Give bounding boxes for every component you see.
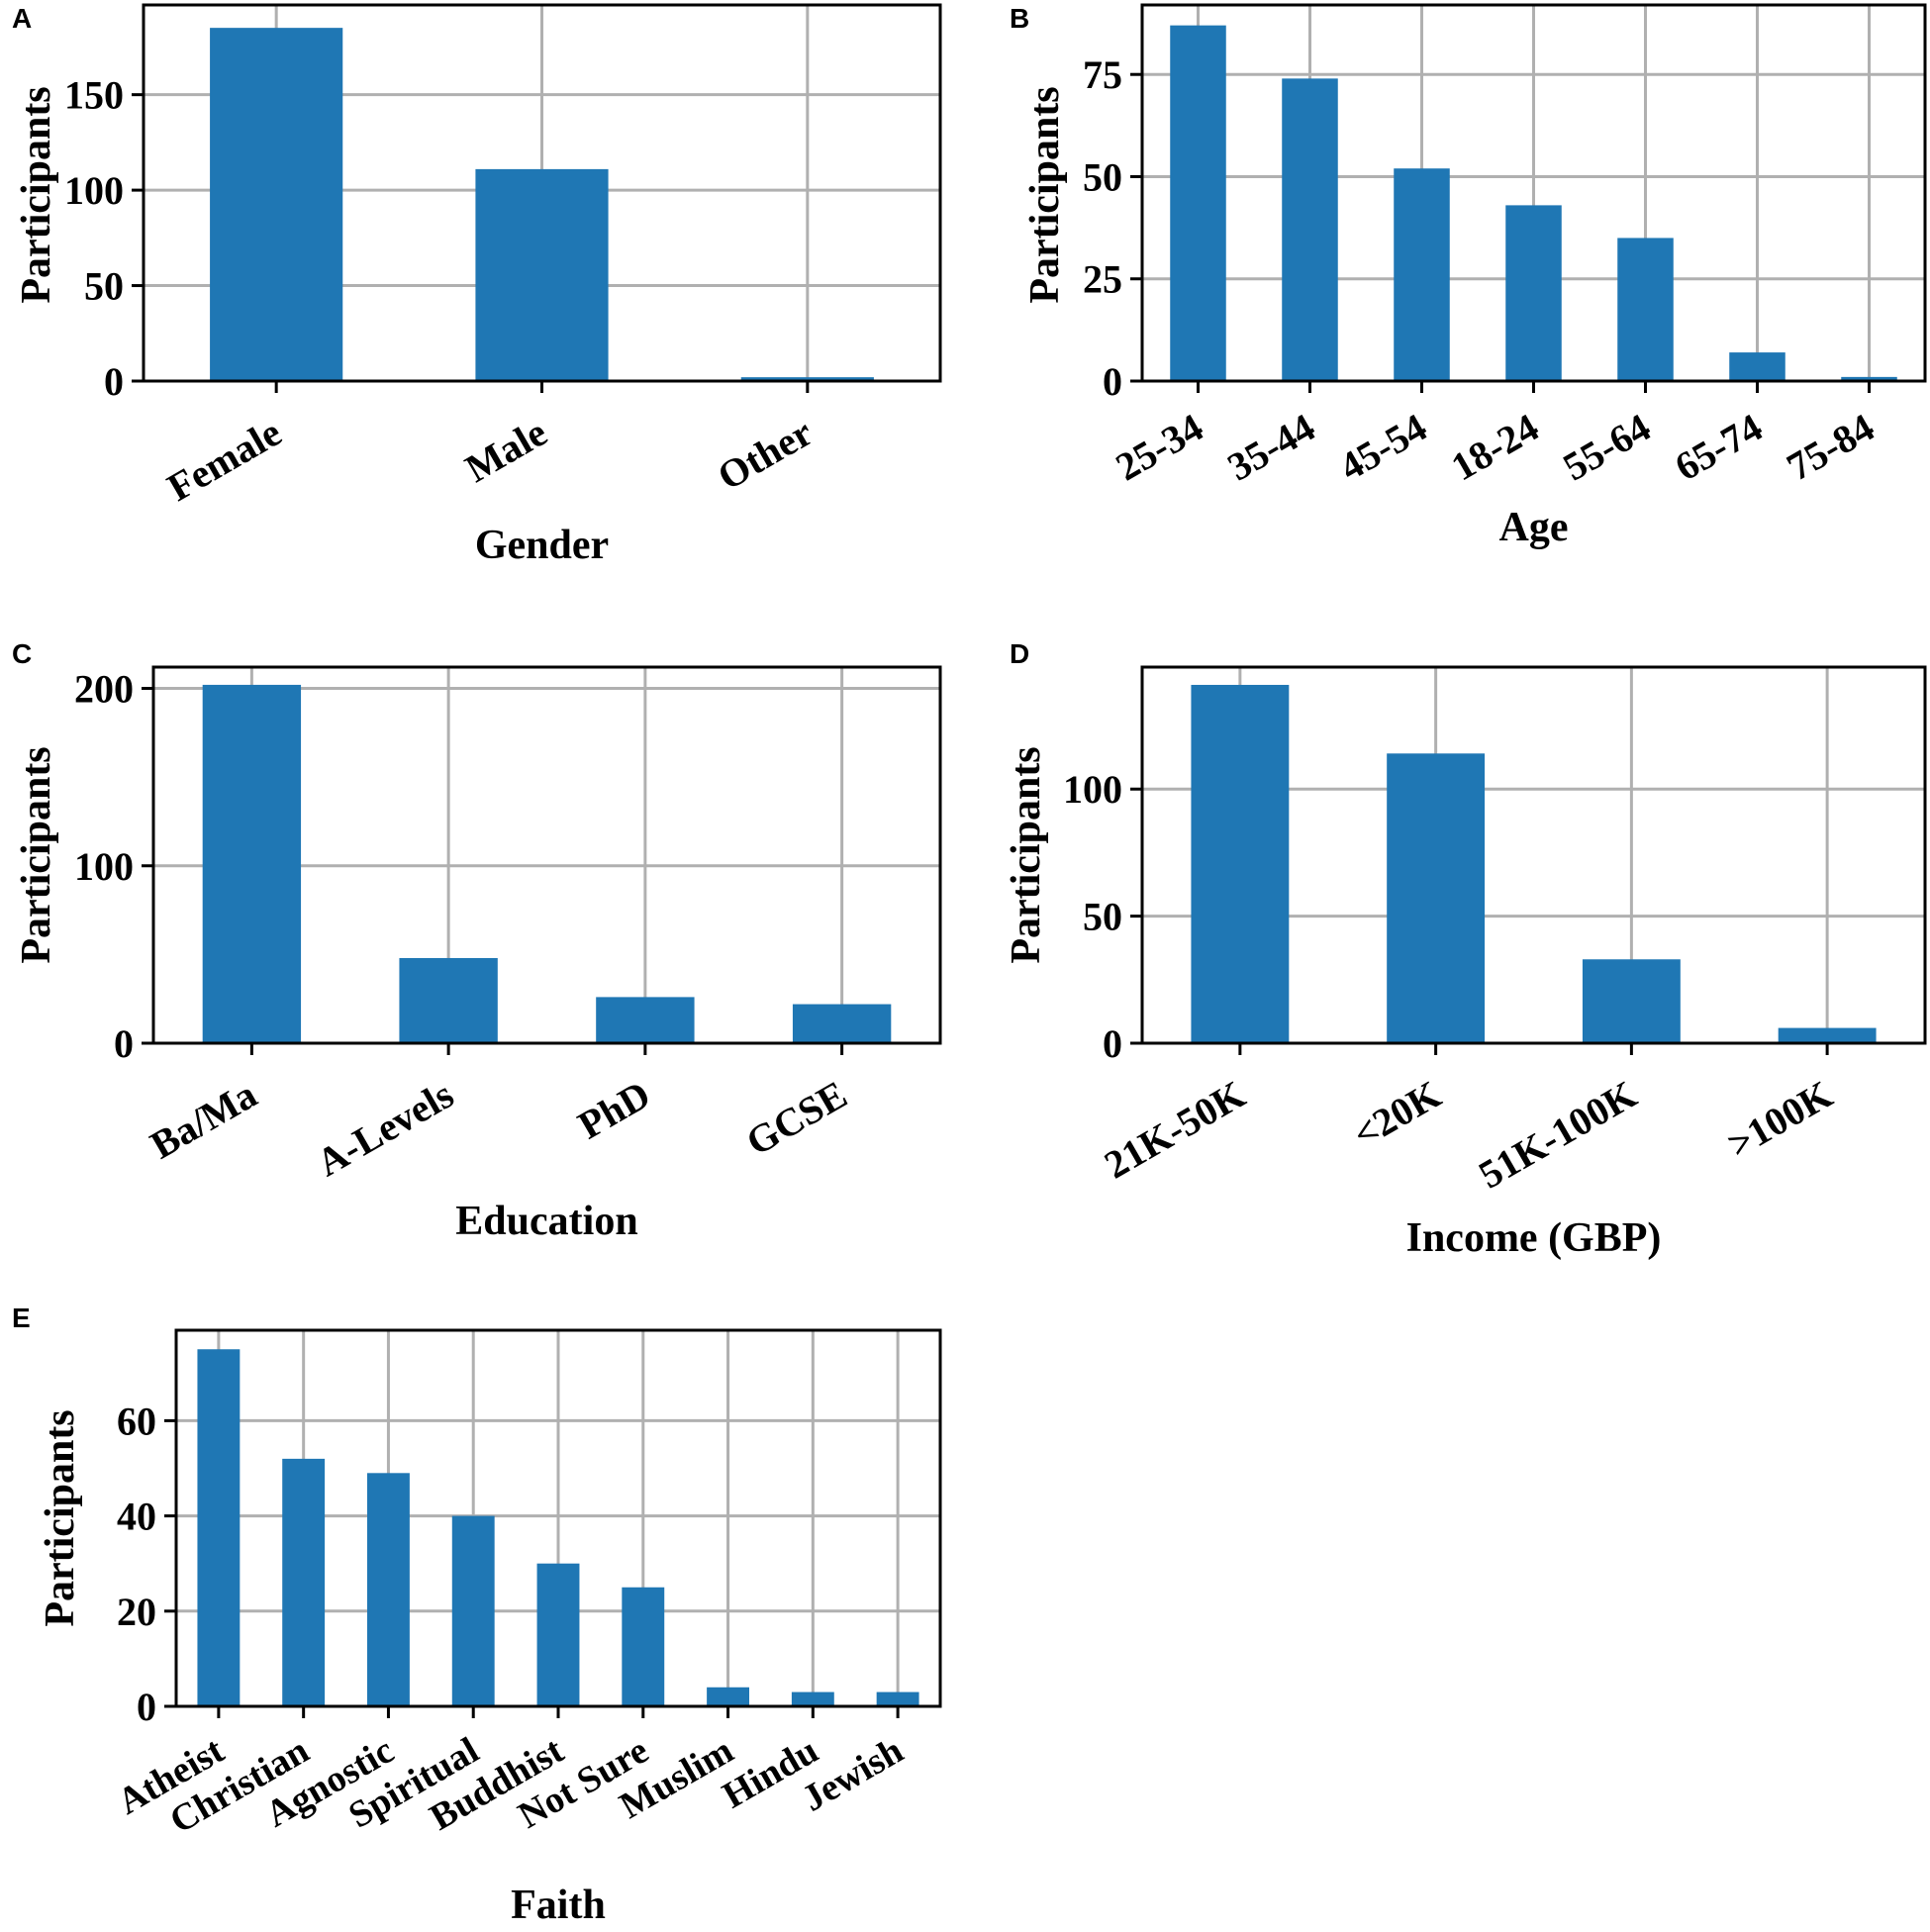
y-tick-label: 50: [84, 264, 124, 309]
panel-d: D 0 50 100 21K-50K <20K 51K-100K >100K Income (G…: [1004, 638, 1927, 1261]
panel-a: A 0 50 100 150 Female Male Other Gender Participa…: [12, 3, 942, 568]
panel-b-letter: B: [1010, 3, 1029, 34]
axes-frame: [1140, 665, 1927, 1045]
y-tick-label: 40: [117, 1495, 156, 1539]
bar-a-Female: [210, 28, 343, 381]
bar-d-<20K: [1387, 753, 1486, 1043]
y-axis-label: Participants: [14, 746, 59, 963]
x-tick-label: 51K-100K: [1471, 1072, 1644, 1198]
x-tick-label: 25-34: [1109, 405, 1210, 490]
x-tick-label: Female: [159, 410, 288, 510]
bar-d-51K-100K: [1582, 959, 1681, 1043]
y-axis-label: Participants: [38, 1409, 83, 1626]
y-tick-label: 0: [114, 1021, 134, 1066]
panel-e: E0204060AtheistChristianAgnosticSpiritua…: [12, 1303, 942, 1928]
bar-a-Male: [475, 168, 609, 381]
bar-b-45-54: [1394, 168, 1450, 381]
x-axis-label: Income (GBP): [1406, 1215, 1662, 1261]
panel-c: C 0 100 200 Ba/Ma A-Levels PhD GCSE Education Par…: [12, 638, 942, 1244]
y-tick-label: 100: [1063, 767, 1122, 812]
x-tick-label: 65-74: [1668, 405, 1770, 490]
y-tick-label: 200: [74, 667, 134, 712]
bar-c-PhD: [596, 997, 695, 1043]
bar-e-Christian: [282, 1458, 326, 1706]
bar-e-Atheist: [197, 1349, 241, 1706]
bar-c-Ba/Ma: [202, 684, 302, 1043]
y-tick-label: 50: [1083, 154, 1122, 199]
x-tick-label: Jewish: [796, 1729, 911, 1819]
x-tick-label: >100K: [1719, 1072, 1839, 1167]
x-tick-label: 21K-50K: [1097, 1072, 1252, 1188]
y-tick-label: 75: [1083, 52, 1122, 97]
panel-e-letter: E: [12, 1303, 31, 1333]
x-axis-label: Faith: [511, 1883, 606, 1928]
panel-a-letter: A: [12, 3, 32, 34]
bar-d-21K-50K: [1191, 684, 1290, 1043]
x-tick-label: 55-64: [1556, 405, 1658, 490]
y-tick-label: 150: [64, 73, 124, 118]
bar-b-75-84: [1841, 376, 1897, 381]
bar-d->100K: [1778, 1027, 1877, 1043]
bar-b-55-64: [1617, 238, 1674, 381]
x-tick-label: A-Levels: [309, 1072, 460, 1186]
bar-b-18-24: [1505, 205, 1562, 381]
x-tick-label: PhD: [570, 1072, 657, 1148]
x-tick-label: 75-84: [1780, 405, 1882, 490]
y-tick-label: 25: [1083, 257, 1122, 302]
bar-e-Agnostic: [367, 1473, 410, 1706]
y-axis-label: Participants: [1004, 746, 1049, 963]
y-tick-label: 0: [1103, 1021, 1122, 1066]
y-tick-label: 60: [117, 1399, 156, 1443]
bar-e-Spiritual: [451, 1515, 495, 1706]
bar-c-GCSE: [792, 1004, 892, 1043]
x-tick-label: 35-44: [1220, 405, 1322, 490]
panel-b: B 0 25 50 75 25-34 35-44 45-54 18-24 55-64 65-74 75…: [1010, 3, 1927, 550]
y-axis-label: Participants: [1022, 86, 1068, 303]
bar-e-Buddhist: [536, 1563, 580, 1706]
bar-e-Muslim: [707, 1687, 749, 1706]
y-tick-label: 0: [104, 359, 124, 404]
bar-b-35-44: [1282, 78, 1338, 381]
bar-e-Hindu: [791, 1691, 834, 1706]
x-tick-label: Ba/Ma: [143, 1072, 264, 1168]
x-tick-label: Other: [710, 410, 820, 499]
panel-d-letter: D: [1010, 638, 1029, 669]
bar-e-Jewish: [876, 1691, 919, 1706]
y-tick-label: 50: [1083, 895, 1122, 939]
x-tick-label: <20K: [1345, 1072, 1448, 1157]
panel-c-letter: C: [12, 638, 32, 669]
x-tick-label: 45-54: [1332, 405, 1434, 490]
y-tick-label: 0: [137, 1685, 156, 1729]
x-axis-label: Gender: [475, 523, 609, 568]
y-axis-label: Participants: [14, 86, 59, 303]
bar-e-Not Sure: [622, 1587, 665, 1706]
y-tick-label: 100: [74, 844, 134, 889]
y-tick-label: 20: [117, 1590, 156, 1634]
x-axis-label: Age: [1499, 505, 1569, 550]
bar-a-Other: [740, 377, 874, 381]
bar-b-25-34: [1170, 25, 1226, 382]
y-tick-label: 100: [64, 168, 124, 213]
x-tick-label: Male: [457, 410, 554, 491]
x-tick-label: GCSE: [738, 1072, 854, 1164]
x-tick-label: 18-24: [1444, 405, 1546, 490]
bar-b-65-74: [1729, 352, 1785, 381]
x-axis-label: Education: [455, 1199, 637, 1244]
bar-c-A-Levels: [399, 957, 498, 1043]
axes-frame: [151, 665, 942, 1045]
y-tick-label: 0: [1103, 359, 1122, 404]
